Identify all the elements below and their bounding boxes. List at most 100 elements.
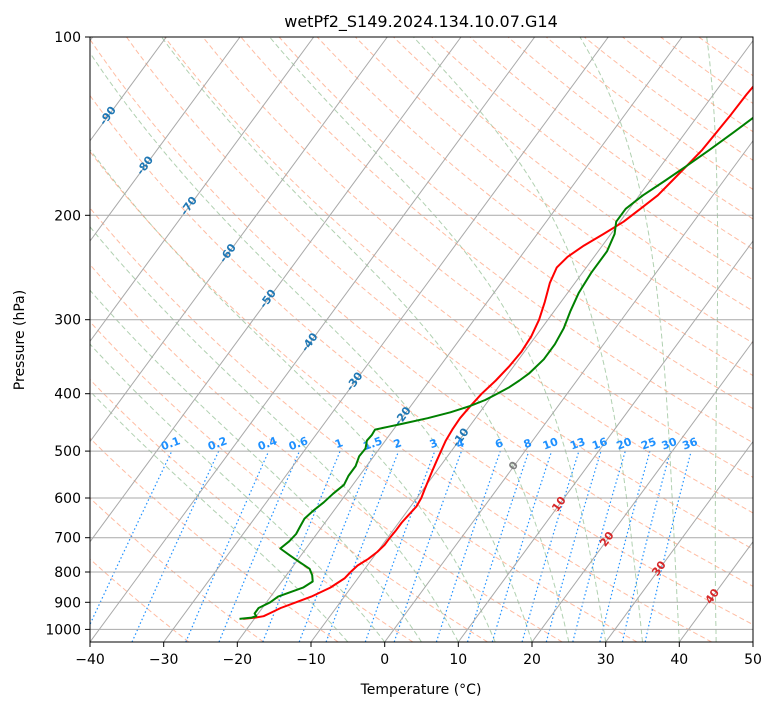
mixing-ratio-line [491, 450, 553, 642]
dry-adiabat [90, 150, 712, 642]
moist-adiabat [269, 37, 607, 642]
mixing-ratio-label: 16 [590, 435, 609, 453]
x-axis-label: Temperature (°C) [360, 682, 482, 698]
y-tick-label: 800 [54, 565, 81, 581]
y-tick-label: 600 [54, 491, 81, 507]
moist-adiabat [90, 52, 533, 642]
x-tick-label: 10 [449, 652, 467, 668]
mixing-ratio-label: 25 [639, 435, 658, 452]
mixing-ratio-line [185, 450, 270, 642]
isotherm-line [531, 340, 753, 642]
isotherm-line [384, 139, 753, 642]
dry-adiabat [240, 37, 753, 444]
profile-series [239, 85, 753, 620]
mixing-ratio-line [393, 450, 463, 642]
dry-adiabat [545, 37, 753, 190]
dry-adiabat [393, 37, 753, 312]
isotherm-line [90, 37, 167, 142]
dry-adiabat [355, 37, 753, 344]
x-tick-label: −30 [149, 652, 179, 668]
moist-adiabat [161, 37, 570, 642]
y-tick-label: 700 [54, 531, 81, 547]
plot-content: -100-90-80-70-60-50-40-30-20-10010203040… [90, 37, 753, 642]
dry-adiabat [90, 263, 563, 642]
mixing-ratio-label: 8 [522, 436, 534, 451]
y-tick-label: 100 [54, 30, 81, 46]
dry-adiabat [164, 37, 753, 514]
mixing-ratio-line [218, 450, 301, 642]
x-tick-label: 30 [597, 652, 615, 668]
y-axis-label: Pressure (hPa) [12, 290, 28, 390]
x-tick-label: −20 [223, 652, 253, 668]
y-tick-label: 400 [54, 387, 81, 403]
dry-adiabat [202, 37, 753, 478]
mixing-ratio-label: 2 [392, 436, 404, 451]
mixing-ratio-line [131, 450, 220, 642]
mixing-ratio-label: 0.1 [159, 434, 182, 453]
x-tick-label: −40 [75, 652, 105, 668]
mixing-ratio-line [521, 450, 580, 642]
moist-adiabat [90, 148, 496, 642]
mixing-ratio-line [364, 450, 436, 642]
x-axis-ticks: −40 −30 −20 −10 0 10 20 30 40 50 [75, 642, 762, 668]
isotherm-line [236, 37, 683, 642]
temperature-profile [243, 85, 753, 620]
chart-title: wetPf2_S149.2024.134.10.07.G14 [284, 12, 558, 32]
mixing-ratio-line [435, 450, 501, 642]
moist-adiabat [90, 390, 349, 642]
moist-adiabat [579, 37, 680, 642]
dry-adiabat [316, 37, 753, 377]
isotherms [90, 37, 753, 642]
dry-adiabat [90, 207, 638, 642]
y-tick-label: 900 [54, 595, 81, 611]
dry-adiabat [90, 38, 753, 587]
dry-adiabats [90, 37, 753, 642]
mixing-ratio-label: 6 [493, 436, 505, 451]
x-tick-label: 0 [380, 652, 389, 668]
dry-adiabat [278, 37, 753, 410]
isotherm-line [457, 240, 753, 642]
mixing-ratio-label: 13 [568, 435, 587, 452]
moist-adiabat [90, 289, 422, 642]
x-tick-label: −10 [296, 652, 326, 668]
mixing-ratio-label: 3 [428, 436, 440, 451]
moist-adiabats [90, 37, 719, 642]
x-tick-label: 20 [523, 652, 541, 668]
mixing-ratio-lines [90, 450, 692, 642]
y-axis-ticks: 1000 900 800 700 600 500 400 300 200 100 [45, 30, 90, 638]
isotherm-line [605, 440, 753, 642]
isotherm-line [90, 37, 241, 242]
mixing-ratio-label: 10 [541, 435, 560, 453]
mixing-ratio-line [644, 450, 692, 642]
moist-adiabat [413, 37, 643, 642]
mixing-ratio-label: 0.6 [287, 434, 310, 453]
mixing-ratio-label: 30 [660, 435, 679, 453]
dry-adiabat [583, 37, 753, 161]
mixing-ratio-label: 36 [681, 435, 700, 453]
mixing-ratio-label: 0.2 [206, 434, 229, 453]
dewpoint-profile [239, 116, 753, 620]
mixing-ratio-label: 1 [333, 436, 345, 451]
x-tick-label: 50 [744, 652, 762, 668]
y-tick-label: 200 [54, 208, 81, 224]
pressure-gridlines [90, 37, 753, 630]
plot-frame [89, 36, 754, 643]
isotherm-line [90, 37, 315, 343]
y-tick-label: 500 [54, 444, 81, 460]
plot-area [90, 37, 753, 642]
y-tick-label: 300 [54, 313, 81, 329]
mixing-ratio-line [599, 450, 651, 642]
isotherm-line [90, 37, 536, 642]
mixing-ratio-label: 0.4 [256, 434, 279, 453]
mixing-ratio-line [466, 450, 530, 642]
dry-adiabat [90, 497, 264, 642]
x-tick-label: 40 [670, 652, 688, 668]
isotherm-line [310, 39, 753, 642]
mixing-ratio-label: 20 [615, 435, 634, 453]
dry-adiabat [469, 37, 753, 250]
mixing-ratio-line [621, 450, 671, 642]
moist-adiabat [90, 226, 459, 642]
moist-adiabat [706, 37, 719, 642]
mixing-ratio-labels: 0.1 0.2 0.4 0.6 1 1.5 2 3 4 6 8 10 13 16 20 25 30 36 [159, 434, 700, 453]
